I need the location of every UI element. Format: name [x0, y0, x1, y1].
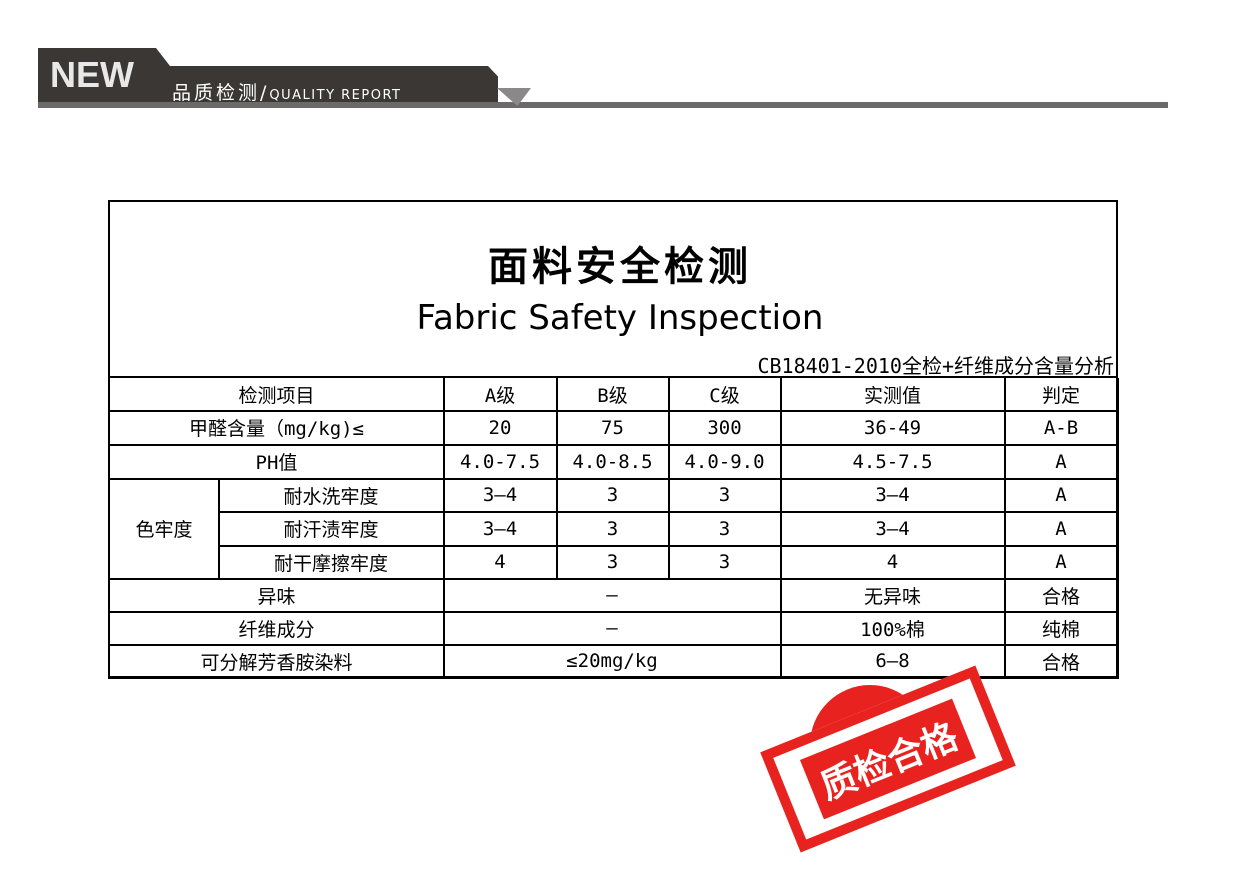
grade-c-cell: 300 — [669, 411, 782, 446]
grade-b-cell: 3 — [557, 512, 670, 547]
grade-a-cell: 4.0-7.5 — [444, 445, 558, 480]
measured-cell: 6—8 — [781, 645, 1006, 679]
result-cell: A — [1005, 546, 1119, 580]
result-cell: A — [1005, 512, 1119, 547]
result-cell: 合格 — [1005, 645, 1119, 679]
grade-b-cell: 75 — [557, 411, 670, 446]
measured-cell: 4 — [781, 546, 1006, 580]
doc-title-cn: 面料安全检测 — [488, 244, 752, 290]
header-cell: 实测值 — [781, 378, 1006, 412]
item-cell: 甲醛含量（mg/kg)≤ — [108, 411, 445, 446]
measured-cell: 100%棉 — [781, 612, 1006, 646]
item-cell: 可分解芳香胺染料 — [108, 645, 445, 679]
item-cell: 纤维成分 — [108, 612, 445, 646]
banner-title: 品质检测/QUALITY REPORT — [172, 78, 401, 105]
header-cell: B级 — [557, 378, 670, 412]
banner-title-cn: 品质检测/ — [172, 82, 270, 104]
item-cell: 耐汗渍牢度 — [219, 512, 445, 547]
measured-cell: 无异味 — [781, 579, 1006, 613]
grade-b-cell: 3 — [557, 546, 670, 580]
header-cell: 判定 — [1005, 378, 1119, 412]
grade-a-cell: 3—4 — [444, 512, 558, 547]
result-cell: A — [1005, 445, 1119, 480]
result-cell: 合格 — [1005, 579, 1119, 613]
grade-c-cell: 3 — [669, 479, 782, 513]
header-cell: 检测项目 — [108, 378, 445, 412]
result-cell: A — [1005, 479, 1119, 513]
grade-span-cell: ≤20mg/kg — [444, 645, 782, 679]
grade-c-cell: 3 — [669, 512, 782, 547]
new-label: NEW — [50, 54, 134, 95]
measured-cell: 36-49 — [781, 411, 1006, 446]
standard-label: CB18401-2010全检+纤维成分含量分析 — [757, 354, 1114, 378]
grade-a-cell: 4 — [444, 546, 558, 580]
header-rule — [38, 102, 1168, 108]
measured-cell: 3—4 — [781, 479, 1006, 513]
grade-span-cell: — — [444, 612, 782, 646]
measured-cell: 3—4 — [781, 512, 1006, 547]
item-cell: PH值 — [108, 445, 445, 480]
group-cell: 色牢度 — [108, 479, 220, 580]
grade-span-cell: — — [444, 579, 782, 613]
measured-cell: 4.5-7.5 — [781, 445, 1006, 480]
item-cell: 耐水洗牢度 — [219, 479, 445, 513]
item-cell: 异味 — [108, 579, 445, 613]
grade-c-cell: 3 — [669, 546, 782, 580]
grade-b-cell: 3 — [557, 479, 670, 513]
grade-b-cell: 4.0-8.5 — [557, 445, 670, 480]
banner-title-en: QUALITY REPORT — [269, 88, 402, 103]
grade-a-cell: 3—4 — [444, 479, 558, 513]
item-cell: 耐干摩擦牢度 — [219, 546, 445, 580]
grade-a-cell: 20 — [444, 411, 558, 446]
table-top-line — [108, 376, 1118, 378]
grade-c-cell: 4.0-9.0 — [669, 445, 782, 480]
header-cell: A级 — [444, 378, 558, 412]
doc-title-en: Fabric Safety Inspection — [416, 298, 824, 338]
result-cell: A-B — [1005, 411, 1119, 446]
result-cell: 纯棉 — [1005, 612, 1119, 646]
header-cell: C级 — [669, 378, 782, 412]
